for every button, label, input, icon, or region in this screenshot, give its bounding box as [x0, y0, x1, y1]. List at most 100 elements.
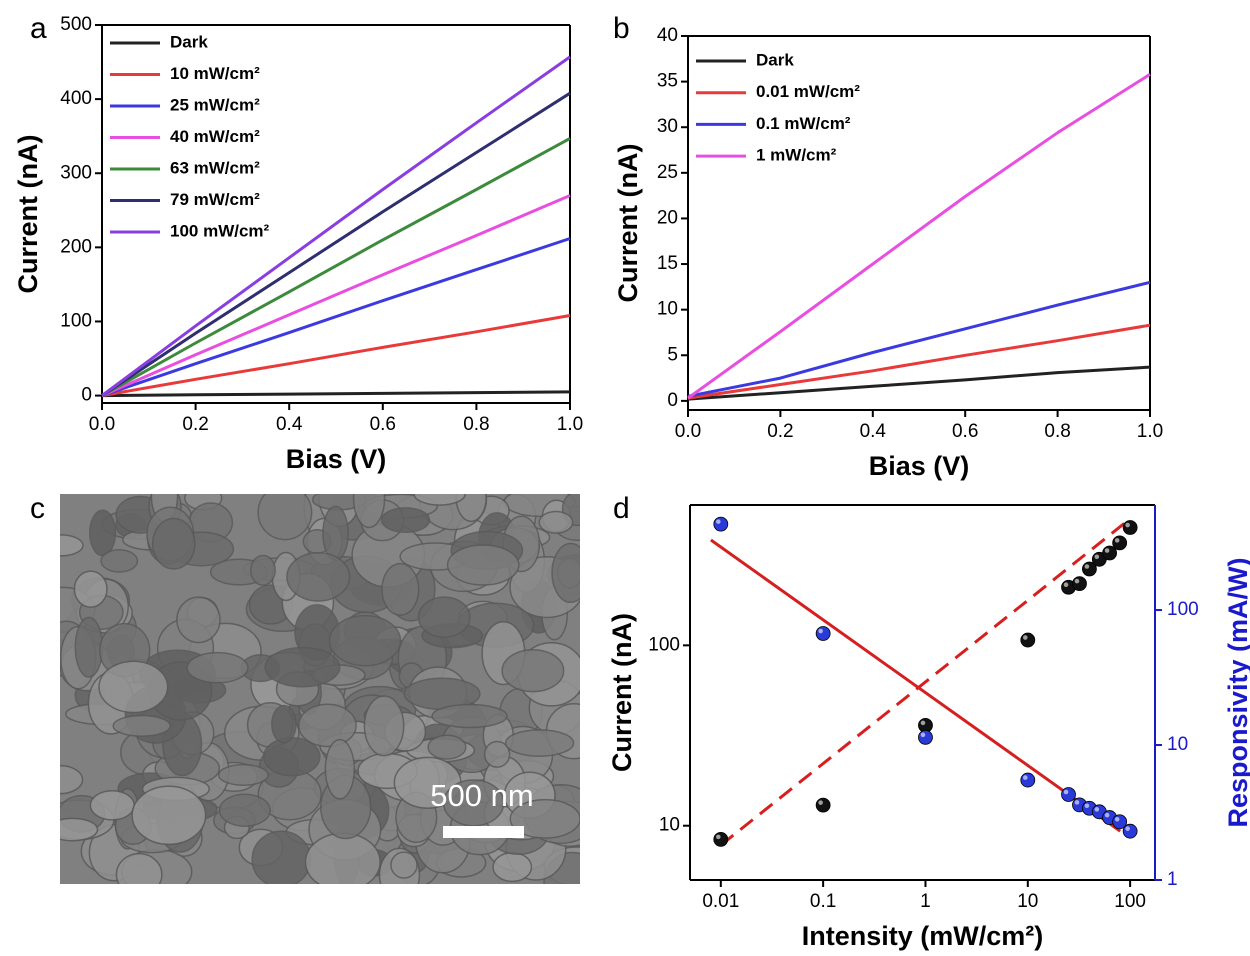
data-line — [101, 137, 571, 397]
grain — [112, 714, 172, 737]
y-tick-label: 400 — [60, 88, 92, 109]
point-highlight — [1104, 812, 1110, 818]
data-point — [1061, 787, 1076, 802]
y-tick-label: 200 — [60, 236, 92, 257]
grain — [322, 505, 349, 562]
panel-label: a — [30, 12, 47, 45]
y2-tick-label: 1 — [1167, 869, 1178, 890]
x-tick-label: 0.6 — [370, 414, 396, 435]
data-line — [101, 314, 571, 398]
data-point — [1122, 520, 1138, 535]
grain — [442, 779, 505, 827]
x-tick-label: 0.2 — [182, 414, 208, 435]
point-highlight — [1114, 816, 1120, 822]
y-tick-label: 30 — [657, 116, 678, 137]
y-tick-label: 300 — [60, 162, 92, 183]
grain — [390, 851, 418, 879]
point-highlight — [1094, 554, 1100, 560]
grain — [297, 703, 357, 748]
y-tick-label: 35 — [657, 71, 678, 92]
legend-label: 0.1 mW/cm² — [756, 114, 851, 133]
grain — [286, 551, 351, 602]
legend-label: 10 mW/cm² — [170, 64, 260, 83]
grain — [509, 798, 580, 839]
fit-line — [710, 538, 1122, 833]
grain — [217, 763, 269, 787]
scale-bar — [443, 826, 524, 838]
x-axis-label: Bias (V) — [286, 444, 387, 474]
y-tick-label: 0 — [667, 390, 678, 411]
grain — [446, 544, 520, 586]
data-line — [687, 323, 1151, 400]
panel-label: b — [613, 12, 630, 45]
x-tick-label: 0.8 — [463, 414, 489, 435]
y-tick-label: 20 — [657, 207, 678, 228]
grain — [363, 695, 405, 757]
grain — [417, 596, 471, 638]
panel-label: c — [30, 492, 45, 525]
grain — [271, 704, 297, 744]
legend-label: 0.01 mW/cm² — [756, 82, 860, 101]
x-tick-label: 10 — [1017, 891, 1038, 912]
legend-label: 100 mW/cm² — [170, 221, 270, 240]
x-tick-label: 1 — [920, 891, 931, 912]
data-line — [687, 365, 1151, 401]
grain — [251, 830, 312, 884]
legend-label: 63 mW/cm² — [170, 158, 260, 177]
y-axis-label: Current (nA) — [607, 613, 637, 772]
grain — [543, 851, 580, 884]
data-point — [1020, 772, 1036, 788]
data-line — [687, 280, 1151, 398]
grain — [381, 562, 420, 616]
legend-label: 1 mW/cm² — [756, 146, 837, 165]
y2-axis-label: Responsivity (mA/W) — [1223, 557, 1250, 827]
data-point — [1020, 632, 1036, 648]
grain — [218, 793, 271, 827]
x-tick-label: 0.4 — [860, 421, 887, 442]
y2-tick-label: 100 — [1167, 599, 1199, 620]
point-highlight — [1063, 789, 1069, 795]
point-highlight — [1063, 582, 1069, 588]
x-tick-label: 0.0 — [675, 421, 701, 442]
grain — [60, 534, 84, 557]
data-point — [815, 626, 831, 641]
point-highlight — [1125, 522, 1130, 528]
grain — [186, 651, 249, 684]
x-tick-label: 1.0 — [1137, 421, 1163, 442]
y-tick-label: 25 — [657, 162, 678, 183]
x-tick-label: 0.01 — [702, 891, 739, 912]
point-highlight — [1074, 578, 1080, 584]
y-tick-label: 100 — [648, 634, 680, 655]
x-tick-label: 0.2 — [767, 421, 793, 442]
data-point — [713, 831, 729, 847]
point-highlight — [1084, 803, 1090, 809]
y-tick-label: 10 — [657, 299, 678, 320]
y-tick-label: 0 — [81, 385, 92, 406]
point-highlight — [818, 628, 823, 634]
grain — [60, 764, 84, 795]
grain — [250, 554, 276, 586]
grain — [115, 852, 163, 884]
grain — [352, 494, 386, 529]
point-highlight — [716, 834, 721, 840]
data-line — [101, 194, 571, 397]
grain — [324, 738, 356, 800]
y-tick-label: 15 — [657, 253, 678, 274]
sem-texture — [60, 494, 580, 884]
data-point — [713, 516, 729, 532]
y-tick-label: 5 — [667, 344, 678, 365]
grain — [98, 660, 169, 714]
grain — [551, 542, 580, 604]
grain — [100, 549, 139, 573]
data-point — [918, 729, 933, 745]
y-axis-label: Current (nA) — [613, 144, 643, 303]
grain — [538, 510, 574, 534]
x-tick-label: 0.4 — [276, 414, 303, 435]
grain — [328, 614, 402, 667]
grain — [151, 517, 196, 570]
x-tick-label: 0.8 — [1044, 421, 1070, 442]
grain — [176, 596, 221, 644]
legend-label: Dark — [170, 32, 208, 51]
legend-label: 40 mW/cm² — [170, 127, 260, 146]
